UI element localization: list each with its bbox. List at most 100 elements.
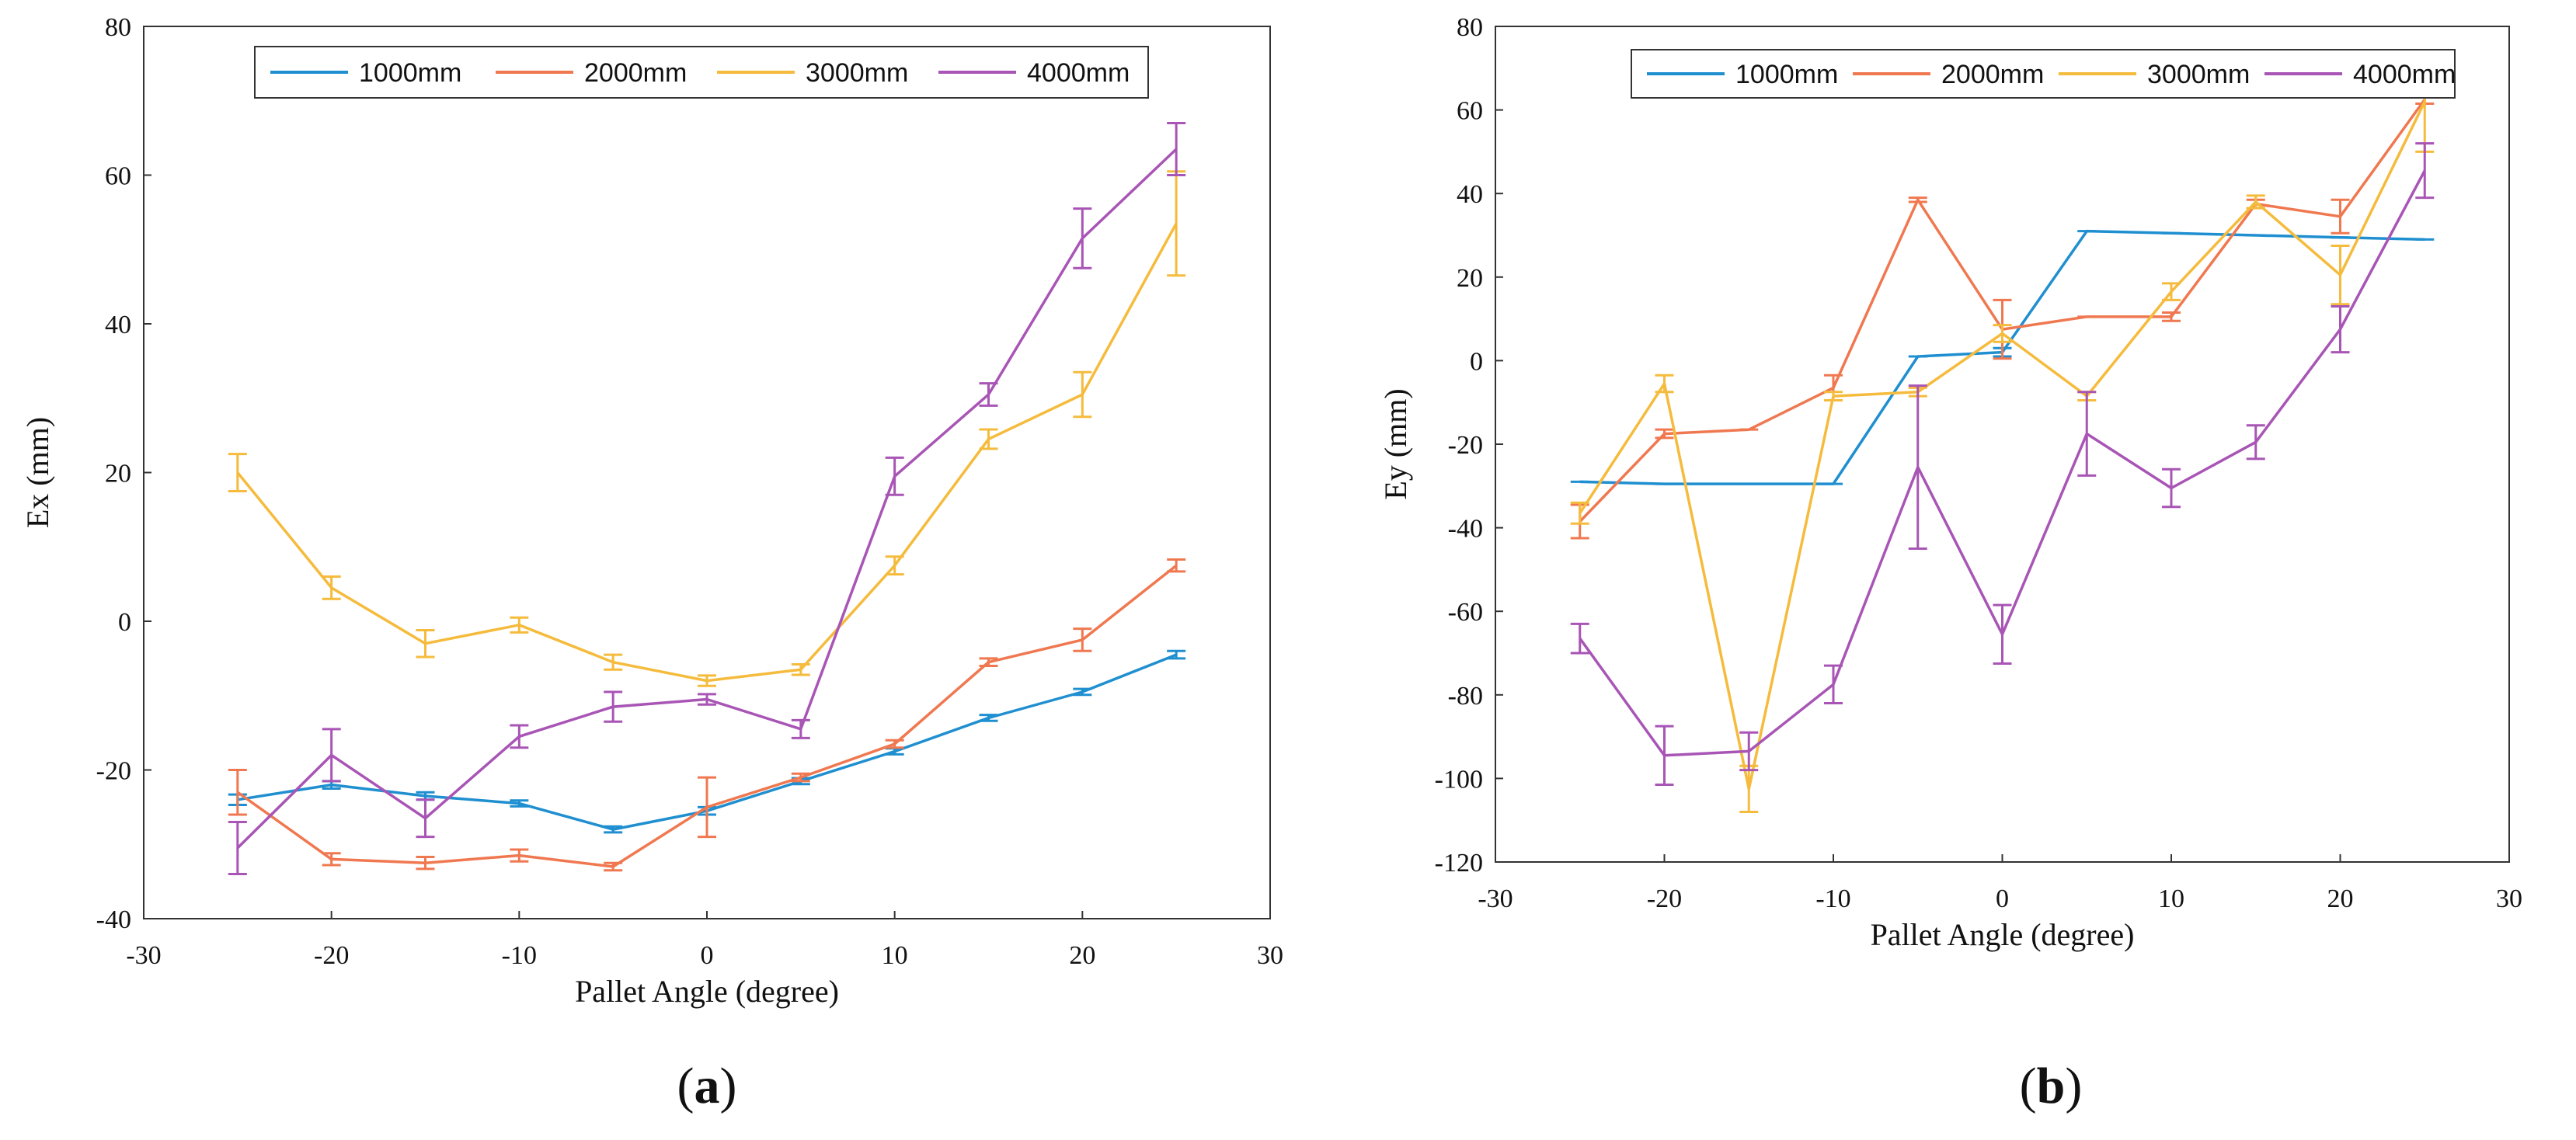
error-bar xyxy=(1993,324,2012,343)
x-tick-label: -10 xyxy=(1815,885,1850,913)
error-bar xyxy=(1167,649,1186,660)
error-bar xyxy=(228,453,247,492)
error-bar xyxy=(791,663,810,676)
error-bar xyxy=(604,825,623,834)
error-bar xyxy=(2331,244,2350,306)
error-bar xyxy=(416,856,435,871)
error-bar xyxy=(228,821,247,876)
series-4000mm xyxy=(1570,142,2435,786)
series-3000mm xyxy=(228,170,1186,687)
error-bar xyxy=(885,739,904,749)
error-bar xyxy=(979,714,998,722)
error-bar xyxy=(791,772,810,783)
error-bar xyxy=(1073,687,1092,697)
x-tick-label: 10 xyxy=(882,941,908,970)
error-bar xyxy=(1655,428,1674,440)
legend-label: 3000mm xyxy=(806,58,908,88)
error-bar xyxy=(2162,467,2181,509)
error-bar xyxy=(2246,424,2265,461)
error-bar xyxy=(698,776,716,839)
error-bar xyxy=(510,616,529,634)
x-tick-label: -20 xyxy=(314,941,349,970)
panel-a-chart: -30 -20 -10 0 10 20 30 -40 -20 0 20 40 60 80 Pallet An… xyxy=(20,13,1283,1009)
legend-label: 3000mm xyxy=(2147,60,2250,89)
legend: 1000mm 2000mm 3000mm 4000mm xyxy=(254,46,1149,99)
error-bar xyxy=(416,628,435,659)
y-tick-label: -20 xyxy=(1448,431,1483,460)
y-tick-label: 60 xyxy=(105,162,131,191)
error-bar xyxy=(2331,304,2350,354)
y-tick-label: -60 xyxy=(1448,598,1483,627)
error-bar xyxy=(1073,207,1092,269)
error-bar xyxy=(1655,725,1674,786)
error-bar xyxy=(979,382,998,407)
error-bar xyxy=(979,657,998,667)
caption-b: (b) xyxy=(2020,1058,2083,1114)
error-bar xyxy=(322,575,341,600)
error-bar xyxy=(604,690,623,723)
error-bar xyxy=(1739,731,1759,772)
legend-label: 2000mm xyxy=(1941,60,2044,89)
error-bar xyxy=(2415,142,2435,200)
error-bar xyxy=(1570,501,1589,525)
y-tick-label: -40 xyxy=(1448,515,1483,544)
error-bar xyxy=(1993,603,2012,665)
error-bar xyxy=(698,674,716,687)
y-tick-label: -100 xyxy=(1435,765,1483,794)
y-tick-label: 20 xyxy=(105,460,131,488)
error-bar xyxy=(1908,384,1927,550)
error-bar xyxy=(1570,622,1589,655)
y-axis-label: Ex (mm) xyxy=(20,417,55,528)
error-bar xyxy=(510,799,529,808)
error-bar xyxy=(885,456,904,496)
plot-frame xyxy=(1495,26,2510,863)
error-bar xyxy=(2162,311,2181,322)
error-bar xyxy=(698,693,716,706)
error-bar xyxy=(1073,627,1092,652)
error-bar xyxy=(1073,370,1092,419)
error-bar xyxy=(604,653,623,671)
y-tick-label: 80 xyxy=(105,13,131,42)
x-tick-label: 20 xyxy=(1069,941,1095,970)
error-bar xyxy=(2077,391,2097,477)
error-bar xyxy=(510,848,529,863)
error-bar xyxy=(1824,664,1843,705)
x-tick-label: 0 xyxy=(1996,885,2009,913)
y-axis-label: Ey (mm) xyxy=(1378,388,1413,499)
x-tick-label: -30 xyxy=(1478,885,1513,913)
error-bar xyxy=(322,728,341,783)
legend-label: 4000mm xyxy=(1027,58,1130,88)
error-bar xyxy=(2331,198,2350,235)
y-tick-label: -120 xyxy=(1435,849,1483,878)
y-tick-label: 20 xyxy=(1457,264,1483,293)
error-bar xyxy=(1167,121,1186,176)
panel-b-chart: -30 -20 -10 0 10 20 30-120-100-80-60-40-200204… xyxy=(1378,13,2522,952)
y-tick-label: -80 xyxy=(1448,682,1483,711)
x-tick-label: -10 xyxy=(502,941,537,970)
error-bar xyxy=(1655,374,1674,394)
error-bar xyxy=(416,798,435,839)
y-tick-label: 40 xyxy=(105,311,131,339)
legend: 1000mm 2000mm 3000mm 4000mm xyxy=(1631,49,2456,99)
error-bar xyxy=(1824,391,1843,402)
x-tick-label: 20 xyxy=(2327,885,2354,913)
legend-label: 1000mm xyxy=(359,58,461,88)
legend-box xyxy=(1631,49,2456,99)
error-bar xyxy=(322,852,341,867)
legend-label: 2000mm xyxy=(584,58,687,88)
series-2000mm xyxy=(228,558,1186,872)
legend-label: 4000mm xyxy=(2353,60,2456,89)
series-4000mm xyxy=(228,121,1186,876)
x-tick-label: 30 xyxy=(1257,941,1283,970)
x-axis-label: Pallet Angle (degree) xyxy=(575,974,839,1009)
error-bar xyxy=(228,769,247,816)
x-tick-label: -30 xyxy=(126,941,161,970)
error-bar xyxy=(2162,282,2181,301)
y-tick-label: -40 xyxy=(96,905,131,934)
x-tick-label: 10 xyxy=(2158,885,2184,913)
y-tick-label: -20 xyxy=(96,757,131,786)
error-bar xyxy=(1167,558,1186,573)
legend-label: 1000mm xyxy=(1735,60,1838,89)
error-bar xyxy=(979,428,998,450)
